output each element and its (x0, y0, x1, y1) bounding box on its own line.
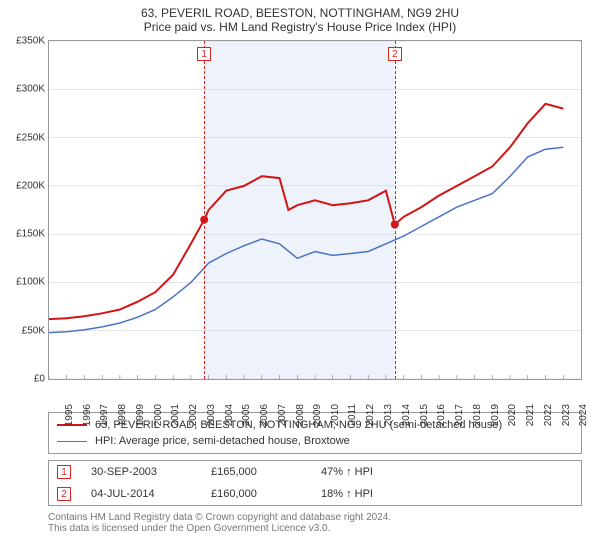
x-tick-label: 2014 (401, 404, 412, 426)
x-tick-label: 1997 (99, 404, 110, 426)
x-tick-label: 2001 (170, 404, 181, 426)
x-tick-label: 2007 (277, 404, 288, 426)
marker-vline (204, 41, 205, 379)
x-tick-label: 1995 (64, 404, 75, 426)
x-tick-label: 2012 (365, 404, 376, 426)
x-tick-label: 2003 (206, 404, 217, 426)
y-tick-label: £350K (16, 36, 45, 47)
x-tick-label: 1998 (117, 404, 128, 426)
footer-copyright: Contains HM Land Registry data © Crown c… (48, 512, 582, 523)
y-tick-label: £300K (16, 84, 45, 95)
y-tick-label: £0 (34, 374, 45, 385)
chart-titles: 63, PEVERIL ROAD, BEESTON, NOTTINGHAM, N… (12, 6, 588, 34)
marker-row: 2 04-JUL-2014 £160,000 18% ↑ HPI (49, 483, 581, 505)
x-tick-label: 2021 (525, 404, 536, 426)
marker-relative-hpi: 18% ↑ HPI (321, 488, 431, 500)
x-tick-label: 2008 (294, 404, 305, 426)
x-tick-label: 2016 (436, 404, 447, 426)
legend-label-series-2: HPI: Average price, semi-detached house,… (95, 435, 350, 447)
y-tick-label: £50K (22, 325, 45, 336)
markers-table: 1 30-SEP-2003 £165,000 47% ↑ HPI 2 04-JU… (48, 460, 582, 506)
x-tick-label: 2009 (312, 404, 323, 426)
price-chart: £0£50K£100K£150K£200K£250K£300K£350K 199… (48, 40, 582, 380)
marker-badge-on-chart: 1 (197, 47, 211, 61)
x-tick-label: 2018 (472, 404, 483, 426)
marker-price: £160,000 (211, 488, 321, 500)
marker-date: 04-JUL-2014 (71, 488, 211, 500)
y-tick-label: £150K (16, 229, 45, 240)
marker-relative-hpi: 47% ↑ HPI (321, 466, 431, 478)
marker-vline (395, 41, 396, 379)
legend-row: HPI: Average price, semi-detached house,… (57, 433, 573, 449)
x-tick-label: 1999 (135, 404, 146, 426)
legend-swatch-series-2 (57, 441, 87, 442)
x-tick-label: 2000 (152, 404, 163, 426)
x-tick-label: 2005 (241, 404, 252, 426)
x-tick-label: 2004 (223, 404, 234, 426)
x-tick-label: 2015 (418, 404, 429, 426)
chart-svg (49, 41, 581, 379)
y-tick-label: £250K (16, 132, 45, 143)
x-tick-label: 2006 (259, 404, 270, 426)
y-tick-label: £200K (16, 180, 45, 191)
title-address: 63, PEVERIL ROAD, BEESTON, NOTTINGHAM, N… (12, 6, 588, 20)
y-axis-labels: £0£50K£100K£150K£200K£250K£300K£350K (9, 41, 47, 379)
x-tick-label: 2002 (188, 404, 199, 426)
x-tick-label: 2017 (454, 404, 465, 426)
x-tick-label: 2011 (347, 404, 358, 426)
x-tick-label: 2019 (489, 404, 500, 426)
footer: Contains HM Land Registry data © Crown c… (48, 512, 582, 534)
marker-date: 30-SEP-2003 (71, 466, 211, 478)
x-tick-label: 2020 (507, 404, 518, 426)
footer-licence: This data is licensed under the Open Gov… (48, 523, 582, 534)
marker-price: £165,000 (211, 466, 321, 478)
y-tick-label: £100K (16, 277, 45, 288)
x-tick-label: 2010 (330, 404, 341, 426)
x-tick-label: 1996 (81, 404, 92, 426)
x-tick-label: 2013 (383, 404, 394, 426)
marker-badge-icon: 1 (57, 465, 71, 479)
x-tick-label: 2024 (578, 404, 589, 426)
x-tick-label: 2023 (560, 404, 571, 426)
title-subtitle: Price paid vs. HM Land Registry's House … (12, 20, 588, 34)
x-axis-labels: 1995199619971998199920002001200220032004… (49, 381, 581, 415)
x-tick-label: 2022 (543, 404, 554, 426)
marker-row: 1 30-SEP-2003 £165,000 47% ↑ HPI (49, 461, 581, 483)
marker-badge-icon: 2 (57, 487, 71, 501)
marker-badge-on-chart: 2 (388, 47, 402, 61)
